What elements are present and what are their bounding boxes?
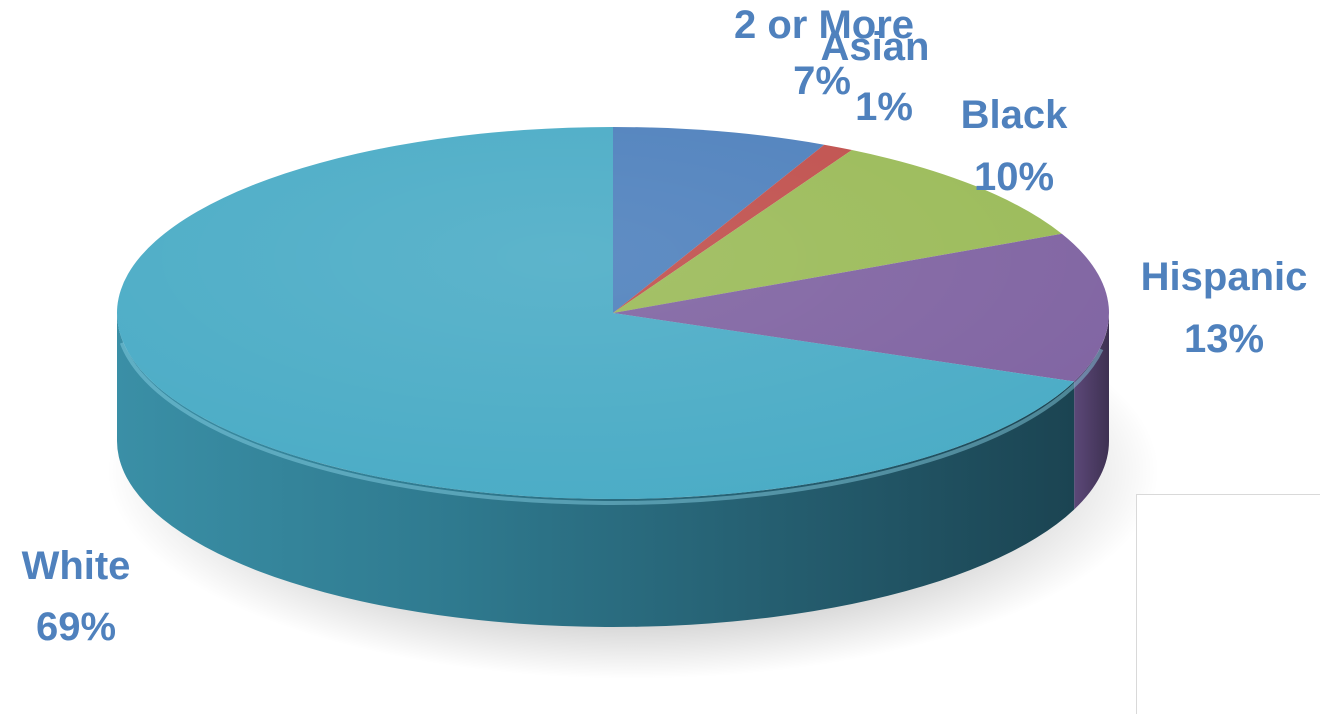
data-label-black-percent: 10% xyxy=(974,155,1054,199)
data-label-2-or-more-name: 2 or More xyxy=(734,3,914,47)
pie-side-wall xyxy=(117,313,1109,628)
empty-legend-box xyxy=(1136,494,1320,714)
data-label-asian-percent: 1% xyxy=(855,85,913,129)
data-label-black-name: Black xyxy=(961,93,1068,137)
data-label-asian-name: Asian xyxy=(821,25,930,69)
data-label-hispanic-percent: 13% xyxy=(1184,317,1264,361)
pie-chart: 2 or More 7% Asian 1% Black 10% Hispanic 13% Whi… xyxy=(22,3,1320,714)
data-label-white-name: White xyxy=(22,544,131,588)
pie-side-white xyxy=(117,313,1075,628)
pie-top xyxy=(117,127,1109,499)
pie-chart-svg: 2 or More 7%Asian 1% Black 10% Hispanic 13% Whi… xyxy=(22,3,1308,679)
data-label-hispanic-name: Hispanic xyxy=(1141,255,1308,299)
pie-labels: 2 or More 7%Asian 1% Black 10% Hispanic 13% Whi… xyxy=(22,3,1308,649)
pie-rim-highlight xyxy=(119,342,1104,505)
pie-side-hispanic xyxy=(1074,313,1109,510)
data-label-white-percent: 69% xyxy=(36,605,116,649)
pie-top-shine xyxy=(117,127,1109,499)
data-label-2-or-more-percent: 7% xyxy=(793,59,851,103)
